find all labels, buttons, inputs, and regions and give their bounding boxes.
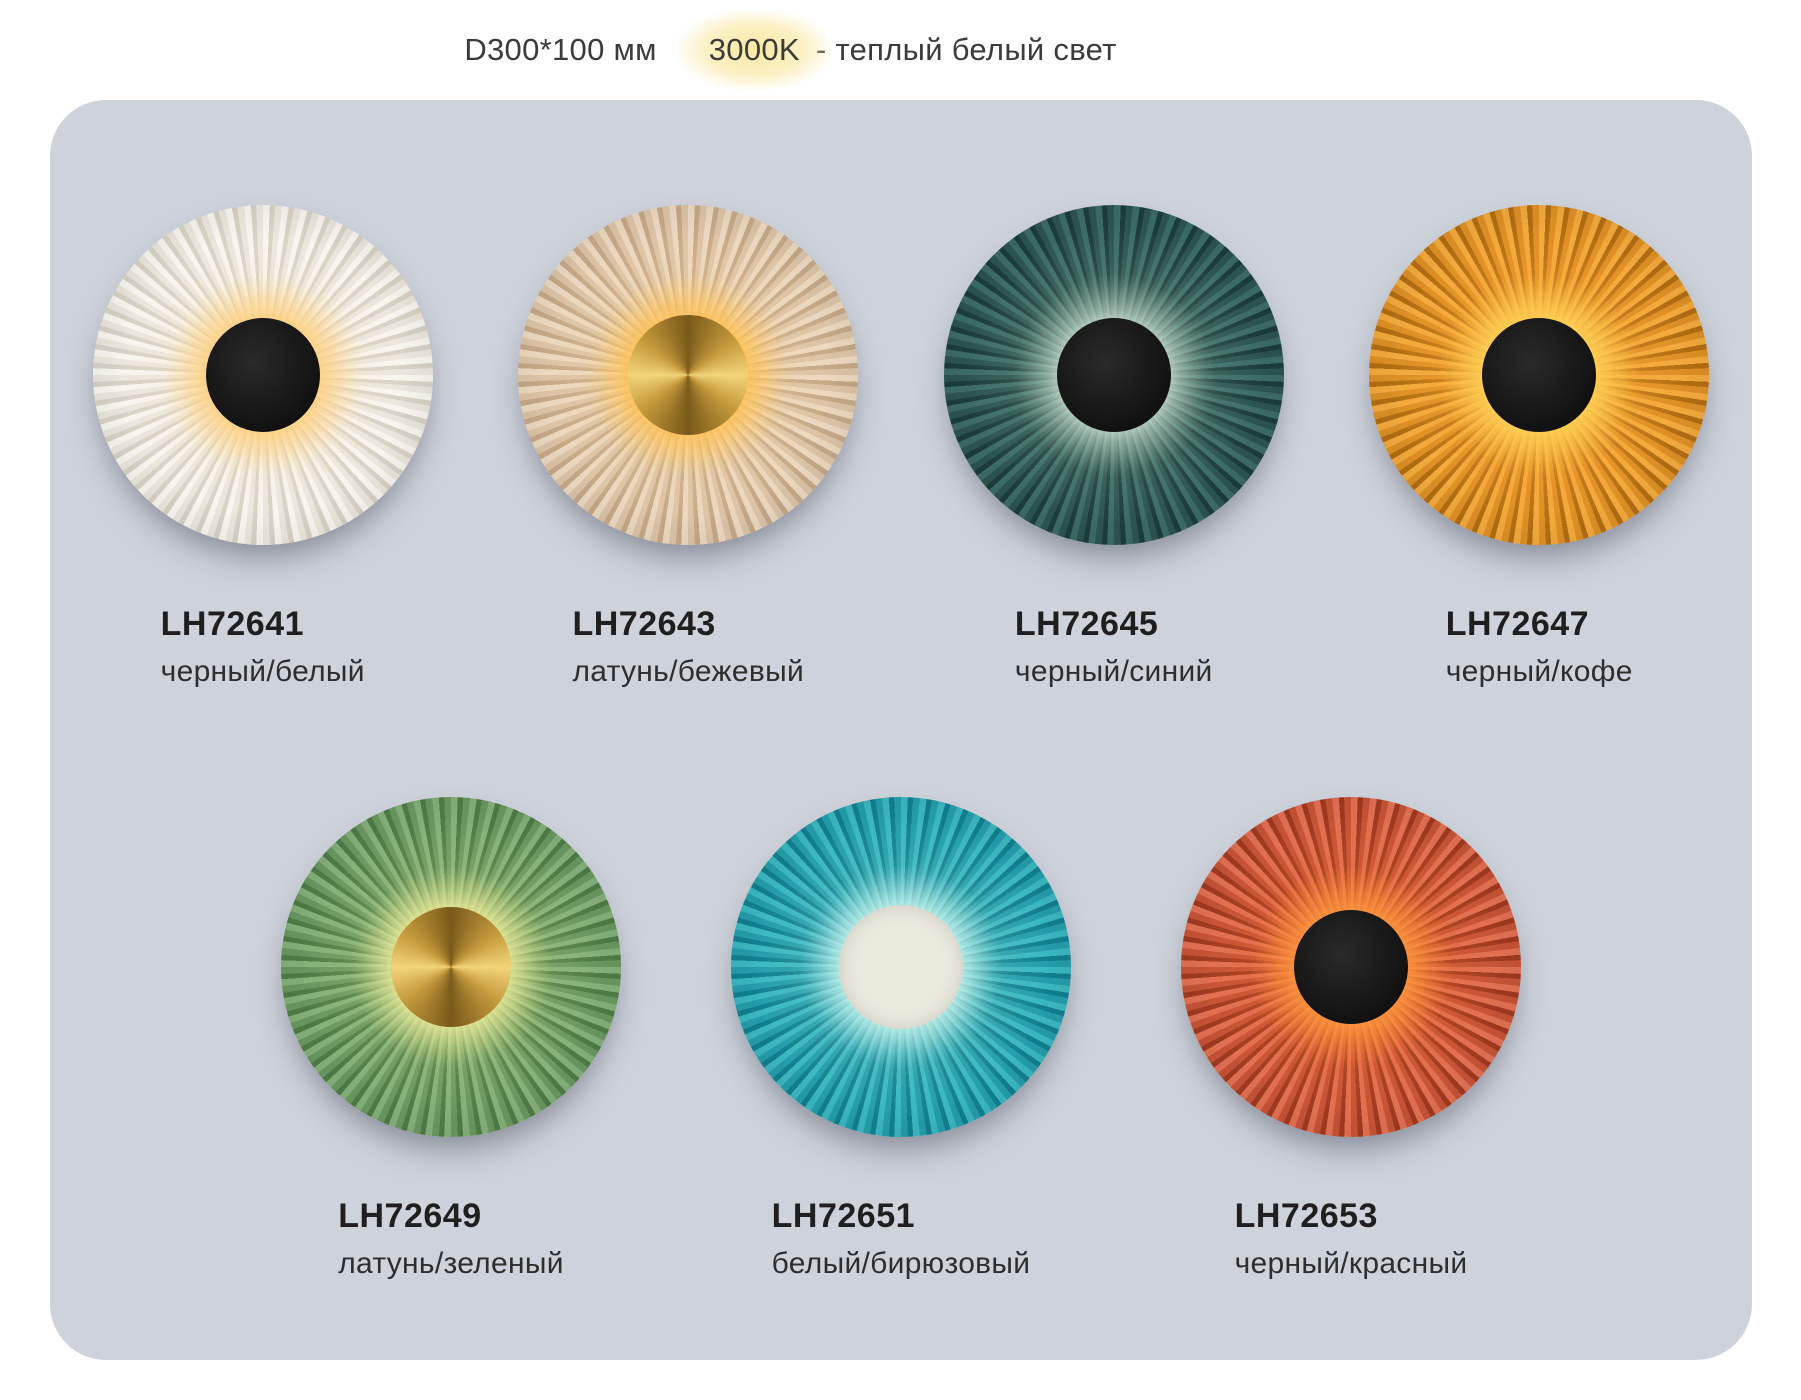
- product-color: черный/кофе: [1445, 655, 1633, 688]
- lamp-center-cap: [205, 318, 320, 432]
- product-color: черный/красный: [1234, 1247, 1468, 1280]
- product-color: белый/бирюзовый: [771, 1247, 1031, 1280]
- lamp-center-cap: [391, 907, 511, 1027]
- product-row-2: LH72649 латунь/зеленый LH72651 белый/бир…: [50, 797, 1752, 1281]
- product-card-lh72643: LH72643 латунь/бежевый: [476, 205, 902, 689]
- products-panel: LH72641 черный/белый LH72643 латунь/беже…: [50, 100, 1752, 1360]
- product-color: черный/синий: [1014, 655, 1213, 688]
- product-caption: LH72647 черный/кофе: [1446, 605, 1633, 689]
- product-card-lh72647: LH72647 черный/кофе: [1327, 205, 1753, 689]
- lamp-center-cap: [1482, 318, 1597, 432]
- kelvin-description: - теплый белый свет: [815, 32, 1117, 67]
- product-card-lh72641: LH72641 черный/белый: [50, 205, 476, 689]
- lamp-image-lh72645: [943, 205, 1284, 545]
- lamp-center-cap: [1056, 318, 1171, 432]
- product-caption: LH72649 латунь/зеленый: [338, 1197, 564, 1281]
- product-model: LH72641: [160, 605, 305, 643]
- kelvin-glow-decoration: [676, 10, 832, 90]
- lamp-image-lh72653: [1181, 797, 1521, 1137]
- product-caption: LH72643 латунь/бежевый: [572, 605, 804, 689]
- product-card-lh72651: LH72651 белый/бирюзовый: [676, 797, 1126, 1281]
- product-model: LH72651: [771, 1197, 916, 1235]
- lamp-image-lh72651: [731, 797, 1071, 1137]
- kelvin-highlight: 3000K: [676, 10, 832, 90]
- product-card-lh72649: LH72649 латунь/зеленый: [226, 797, 676, 1281]
- product-model: LH72649: [338, 1197, 482, 1235]
- lamp-image-lh72641: [92, 205, 433, 545]
- product-caption: LH72645 черный/синий: [1015, 605, 1213, 689]
- product-color: латунь/бежевый: [572, 655, 805, 688]
- product-model: LH72645: [1014, 605, 1159, 643]
- lamp-image-lh72643: [518, 205, 859, 545]
- product-model: LH72647: [1445, 605, 1590, 643]
- product-caption: LH72653 черный/красный: [1235, 1197, 1468, 1281]
- header: D300*100 мм 3000K - теплый белый свет: [0, 10, 1691, 90]
- product-caption: LH72641 черный/белый: [161, 605, 365, 689]
- product-model: LH72653: [1234, 1197, 1378, 1235]
- product-color: латунь/зеленый: [338, 1247, 564, 1280]
- lamp-image-lh72649: [281, 797, 621, 1137]
- lamp-image-lh72647: [1369, 205, 1710, 545]
- lamp-center-cap: [1294, 910, 1408, 1024]
- product-card-lh72645: LH72645 черный/синий: [901, 205, 1327, 689]
- kelvin-value: 3000K: [708, 32, 800, 67]
- product-row-1: LH72641 черный/белый LH72643 латунь/беже…: [50, 100, 1752, 689]
- product-color: черный/белый: [160, 655, 365, 688]
- dimensions-text: D300*100 мм: [464, 32, 657, 67]
- lamp-center-cap: [628, 315, 749, 435]
- product-caption: LH72651 белый/бирюзовый: [772, 1197, 1031, 1281]
- lamp-center-cap: [839, 905, 963, 1029]
- product-model: LH72643: [572, 605, 716, 643]
- product-card-lh72653: LH72653 черный/красный: [1126, 797, 1576, 1281]
